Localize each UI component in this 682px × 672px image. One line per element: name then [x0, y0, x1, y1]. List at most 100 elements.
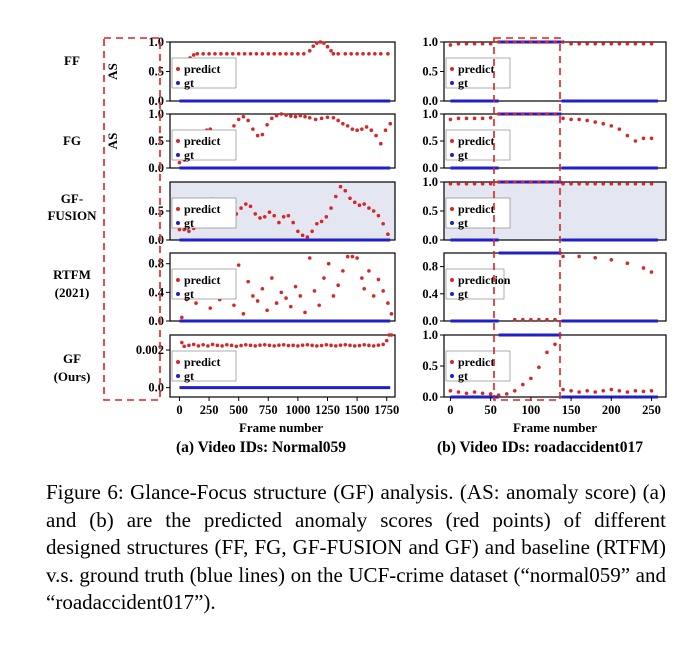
- predict-point: [180, 315, 184, 320]
- legend-label: predict: [184, 273, 220, 287]
- y-tick-label: 1.0: [422, 107, 438, 121]
- predict-point: [480, 41, 485, 46]
- predict-point: [448, 43, 453, 47]
- predict-point: [577, 254, 581, 259]
- predict-point: [291, 220, 295, 225]
- x-tick-label: 0: [176, 403, 182, 417]
- predict-point: [266, 52, 271, 56]
- predict-point: [504, 392, 509, 396]
- y-tick-label: 0.5: [148, 204, 164, 218]
- predict-point: [324, 215, 329, 219]
- predict-point: [302, 52, 306, 56]
- x-tick-label: 100: [521, 403, 540, 417]
- predict-point: [641, 136, 646, 141]
- predict-point: [386, 301, 390, 305]
- predict-point: [345, 124, 350, 128]
- y-tick-label: 0.0: [148, 94, 164, 108]
- predict-point: [512, 40, 517, 44]
- predict-point: [291, 343, 295, 348]
- predict-point: [360, 127, 364, 131]
- predict-point: [381, 342, 385, 347]
- predict-point: [196, 344, 201, 348]
- predict-point: [313, 117, 318, 122]
- predict-point: [242, 52, 247, 56]
- predict-point: [545, 112, 549, 116]
- predict-point: [601, 389, 606, 393]
- predict-point: [187, 343, 191, 348]
- predict-point: [371, 344, 376, 348]
- predict-point: [201, 342, 205, 347]
- predict-point: [329, 49, 333, 53]
- predict-point: [318, 40, 323, 44]
- predict-point: [362, 286, 367, 291]
- predict-point: [609, 387, 614, 392]
- legend-label: gt: [458, 148, 468, 162]
- predict-point: [288, 304, 293, 309]
- predict-point: [529, 112, 533, 116]
- predict-point: [284, 296, 288, 300]
- predict-point: [296, 52, 300, 56]
- predict-point: [545, 180, 549, 184]
- predict-point: [241, 312, 246, 316]
- predict-point: [336, 283, 340, 288]
- predict-point: [388, 121, 393, 126]
- x-tick-label: 250: [642, 403, 661, 417]
- predict-point: [288, 114, 293, 118]
- predict-point: [569, 117, 573, 122]
- predict-point: [376, 213, 381, 218]
- subcaption-a: (a) Video IDs: Normal059: [176, 439, 346, 456]
- predict-point: [322, 41, 326, 45]
- predict-point: [246, 118, 250, 123]
- predict-point: [230, 52, 235, 56]
- y-tick-label: 0.5: [148, 134, 164, 148]
- predict-point: [243, 342, 248, 347]
- predict-point: [225, 52, 229, 56]
- predict-point: [331, 52, 336, 56]
- legend-box: [171, 268, 237, 300]
- predict-point: [286, 213, 291, 218]
- predict-point: [472, 181, 477, 186]
- predict-point: [381, 221, 385, 226]
- predict-point: [343, 188, 348, 193]
- predict-point: [236, 52, 241, 56]
- predict-point: [296, 229, 300, 234]
- predict-point: [378, 52, 383, 56]
- y-tick-label: 0.0: [422, 390, 438, 404]
- predict-point: [260, 286, 265, 291]
- y-tick-label: 0.5: [422, 204, 438, 218]
- predict-point: [456, 181, 461, 186]
- legend-label: prediction: [458, 273, 511, 287]
- predict-point: [649, 389, 654, 393]
- y-tick-label: 1.0: [148, 35, 164, 49]
- y-tick-label: 0.8: [148, 257, 164, 271]
- predict-point: [239, 206, 243, 210]
- y-tick-label: 0.4: [148, 285, 164, 299]
- predict-point: [236, 117, 241, 122]
- x-tick-label: 50: [484, 403, 497, 417]
- predict-point: [561, 254, 565, 259]
- legend-label: predict: [184, 134, 220, 148]
- predict-point: [258, 216, 262, 220]
- legend-label: gt: [184, 76, 194, 90]
- predict-point: [553, 112, 557, 116]
- predict-point: [296, 344, 300, 348]
- x-tick-label: 250: [200, 403, 219, 417]
- predict-point: [307, 256, 312, 260]
- predict-point: [284, 52, 288, 56]
- predict-point: [625, 261, 630, 266]
- predict-point: [220, 344, 224, 348]
- predict-point: [319, 116, 324, 121]
- x-tick-label: 1000: [285, 403, 310, 417]
- predict-point: [267, 343, 272, 348]
- predict-point: [577, 181, 581, 186]
- predict-point: [329, 343, 333, 348]
- predict-point: [374, 133, 378, 138]
- predict-point: [593, 181, 598, 186]
- predict-point: [329, 206, 333, 210]
- predict-point: [364, 125, 369, 129]
- predict-point: [270, 276, 274, 280]
- predict-point: [649, 270, 654, 274]
- predict-point: [625, 133, 630, 138]
- legend-marker: [450, 207, 454, 211]
